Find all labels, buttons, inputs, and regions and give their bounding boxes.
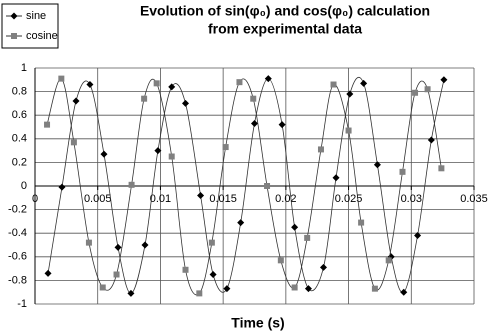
legend-marker (10, 12, 18, 20)
marker (168, 153, 175, 160)
y-tick-label: -0.4 (8, 227, 27, 239)
marker (360, 79, 368, 87)
marker (400, 288, 408, 296)
x-tick-label: 0.035 (460, 193, 488, 205)
marker (304, 285, 312, 293)
marker (182, 99, 190, 107)
marker (113, 271, 120, 278)
y-tick-label: 0.6 (12, 109, 27, 121)
marker (236, 79, 243, 86)
marker (141, 241, 149, 249)
marker (197, 191, 205, 199)
y-tick-label: 0 (21, 180, 27, 192)
marker (264, 183, 271, 189)
marker (168, 83, 176, 91)
x-tick-label: 0.025 (335, 193, 363, 205)
y-tick-label: 0.4 (12, 133, 27, 145)
y-tick-label: -0.8 (8, 274, 27, 286)
marker (358, 219, 365, 226)
marker (278, 121, 286, 129)
x-tick-label: 0.005 (84, 193, 112, 205)
marker (223, 285, 231, 293)
marker (127, 289, 135, 297)
marker (371, 285, 378, 292)
y-tick-label: 0.2 (12, 156, 27, 168)
marker (114, 243, 122, 251)
series-line (46, 78, 442, 296)
legend-marker (11, 33, 17, 39)
marker (44, 269, 52, 277)
marker (277, 257, 284, 264)
chart-title: Evolution of sin(φ₀) and cos(φ₀) calcula… (140, 3, 430, 19)
marker (250, 95, 257, 102)
x-tick-label: 0.01 (150, 193, 171, 205)
y-tick-label: -1 (17, 298, 27, 310)
marker (128, 181, 135, 188)
marker (251, 119, 258, 127)
marker (346, 90, 354, 98)
marker (44, 121, 51, 128)
marker (440, 76, 448, 84)
marker (345, 127, 352, 134)
marker (317, 146, 324, 153)
marker (208, 239, 215, 246)
marker (99, 284, 106, 291)
y-tick-label: 1 (21, 62, 27, 74)
marker (196, 290, 203, 297)
y-tick-label: -0.6 (8, 251, 27, 263)
marker (332, 174, 340, 182)
marker (237, 219, 245, 227)
legend-box (1, 3, 59, 49)
marker (291, 223, 299, 231)
marker (70, 139, 77, 146)
x-tick-label: 0.03 (401, 193, 422, 205)
marker (153, 80, 160, 87)
marker (264, 75, 272, 83)
marker (291, 284, 298, 291)
y-tick-label: 0.8 (12, 86, 27, 98)
marker (58, 75, 65, 82)
marker (222, 144, 229, 151)
marker (100, 150, 108, 158)
marker (86, 81, 94, 89)
x-tick-label: 0.02 (275, 193, 296, 205)
marker (385, 257, 392, 264)
legend-label: sine (26, 10, 46, 22)
marker (373, 161, 381, 169)
legend-label: cosine (26, 30, 58, 42)
marker (85, 239, 92, 246)
marker (141, 95, 148, 102)
marker (427, 136, 435, 144)
marker (438, 165, 445, 172)
y-tick-label: -0.2 (8, 204, 27, 216)
marker (182, 266, 189, 273)
series-line (47, 76, 445, 294)
chart-title: from experimental data (208, 21, 362, 37)
marker (330, 81, 337, 88)
marker (424, 86, 431, 93)
x-axis-label: Time (s) (231, 315, 284, 331)
x-tick-label: 0.015 (209, 193, 237, 205)
marker (154, 147, 162, 155)
marker (399, 168, 406, 175)
marker (412, 89, 419, 96)
marker (58, 183, 66, 191)
marker (319, 263, 327, 271)
marker (414, 232, 422, 240)
marker (72, 97, 80, 105)
marker (209, 271, 217, 278)
marker (304, 234, 311, 241)
